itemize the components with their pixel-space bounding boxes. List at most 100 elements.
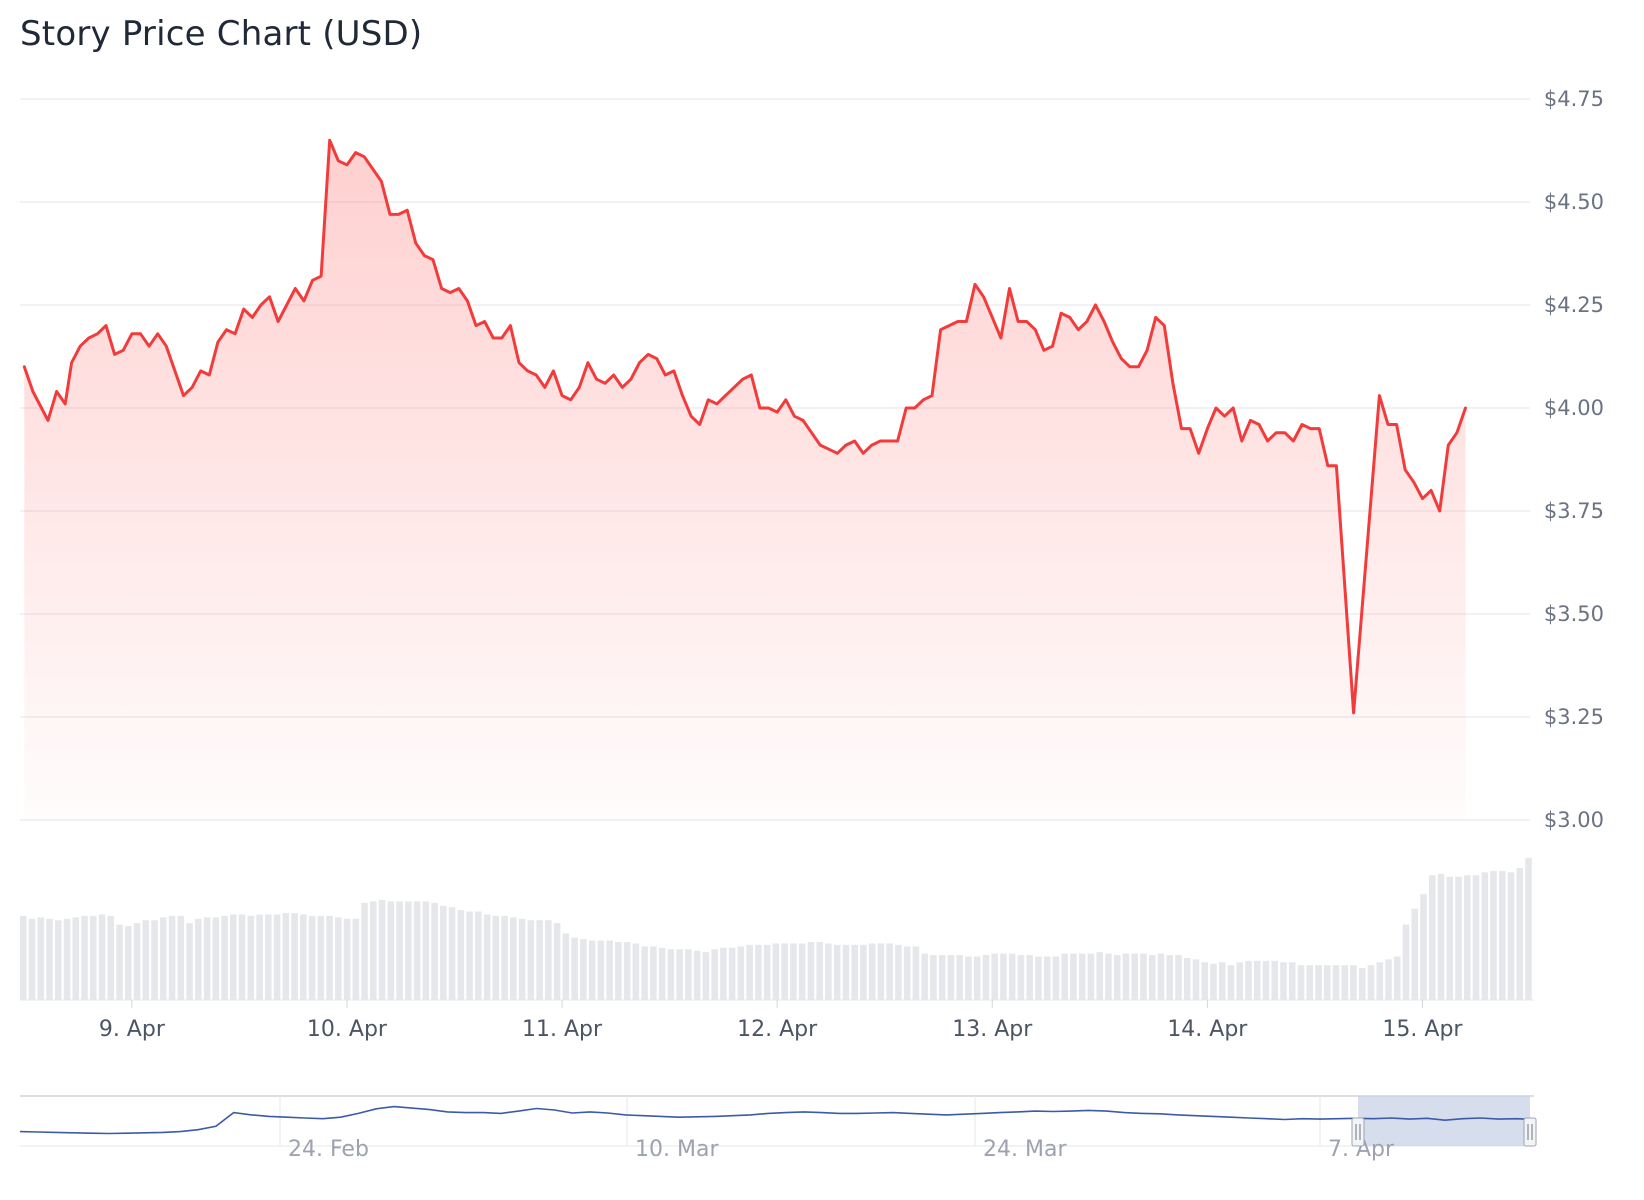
volume-bar: [1490, 870, 1497, 1000]
y-tick-label: $4.50: [1544, 190, 1604, 214]
volume-bar: [658, 947, 666, 1000]
volume-bar: [72, 917, 80, 1000]
navigator-trend-line: [19, 1105, 1535, 1135]
volume-bar: [125, 926, 132, 1000]
navigator-right-handle[interactable]: [1523, 1117, 1537, 1147]
volume-bar: [1017, 955, 1025, 1000]
volume-bar: [737, 946, 745, 1000]
volume-bar: [938, 955, 946, 1000]
volume-bar: [1122, 953, 1130, 1000]
volume-bar: [492, 915, 500, 1000]
volume-bar: [545, 920, 552, 1000]
volume-bar: [1288, 962, 1296, 1000]
volume-bar: [133, 923, 141, 1000]
volume-bar: [1481, 872, 1489, 1000]
volume-bar: [98, 914, 106, 1000]
y-tick-label: $3.00: [1544, 808, 1604, 832]
volume-bar: [571, 937, 578, 1000]
volume-bar: [580, 939, 587, 1000]
handle-body[interactable]: [1351, 1117, 1365, 1147]
volume-bar: [685, 949, 692, 1000]
chart-title: Story Price Chart (USD): [20, 14, 423, 54]
volume-bar: [221, 915, 228, 1000]
volume-bar: [1411, 908, 1419, 1000]
handle-body[interactable]: [1523, 1117, 1537, 1147]
volume-bar: [1140, 953, 1147, 1000]
volume-bar: [440, 905, 447, 1000]
volume-bar: [711, 949, 718, 1000]
volume-bar: [413, 901, 421, 1000]
volume-bar: [1402, 924, 1410, 1000]
volume-bar: [1052, 956, 1060, 1000]
volume-bar: [615, 942, 622, 1000]
volume-bar: [982, 955, 990, 1000]
volume-bar: [142, 920, 150, 1000]
volume-bar: [1236, 962, 1244, 1000]
volume-bar: [1297, 965, 1305, 1000]
volume-bar: [1455, 876, 1462, 1000]
volume-bar: [746, 944, 753, 1000]
volume-bar: [693, 950, 701, 1000]
volume-bar: [676, 949, 683, 1000]
volume-bar: [1420, 894, 1427, 1000]
volume-bar: [28, 918, 36, 1000]
volume-bar: [956, 955, 963, 1000]
volume-bar: [20, 915, 27, 1000]
volume-bar: [1192, 959, 1200, 1000]
volume-bar: [720, 947, 727, 1000]
volume-bar: [1323, 965, 1331, 1000]
volume-bar: [1341, 965, 1349, 1000]
volume-bar: [326, 915, 333, 1000]
volume-bar: [781, 943, 788, 1000]
volume-bar: [308, 915, 316, 1000]
volume-bar: [448, 907, 456, 1000]
volume-bar: [247, 915, 255, 1000]
volume-bar: [265, 914, 272, 1000]
x-tick-label: 14. Apr: [1167, 1017, 1248, 1042]
navigator[interactable]: 24. Feb 10. Mar 24. Mar 7. Apr: [19, 1095, 1537, 1162]
volume-bar: [702, 952, 710, 1000]
navigator-tick-label: 10. Mar: [635, 1137, 719, 1162]
volume-bar: [107, 915, 115, 1000]
y-tick-label: $3.50: [1544, 602, 1604, 626]
x-tick-label: 10. Apr: [307, 1017, 388, 1042]
volume-bar: [483, 914, 491, 1000]
volume-bar: [81, 915, 88, 1000]
volume-bar: [833, 944, 841, 1000]
volume-bar: [1166, 955, 1173, 1000]
navigator-tick-label: 24. Feb: [288, 1137, 369, 1162]
volume-bar: [361, 902, 368, 1000]
volume-bar: [1175, 955, 1182, 1000]
volume-bar: [1087, 953, 1095, 1000]
volume-bar: [1306, 965, 1314, 1000]
volume-bar: [1437, 873, 1445, 1000]
volume-bar: [1376, 962, 1384, 1000]
volume-bar: [282, 913, 290, 1000]
volume-bar: [632, 943, 640, 1000]
x-tick-label: 9. Apr: [99, 1017, 166, 1042]
volume-bar: [868, 943, 876, 1000]
volume-bar: [1332, 965, 1340, 1000]
volume-bar: [1218, 962, 1226, 1000]
volume-bar: [1358, 968, 1366, 1000]
volume-bar: [168, 915, 176, 1000]
price-area-fill: [24, 140, 1466, 820]
volume-bar: [256, 914, 263, 1000]
volume-bar: [886, 943, 893, 1000]
price-line[interactable]: [22, 138, 1467, 715]
volume-bar: [1446, 876, 1454, 1000]
volume-bar: [755, 944, 762, 1000]
volume-bar: [1201, 962, 1208, 1000]
volume-bar: [1157, 953, 1165, 1000]
volume-bar: [1043, 956, 1051, 1000]
volume-bar: [203, 917, 211, 1000]
navigator-left-handle[interactable]: [1351, 1117, 1365, 1147]
volume-bar: [1008, 953, 1016, 1000]
volume-bar: [1070, 953, 1077, 1000]
volume-bar: [991, 953, 998, 1000]
volume-bar: [378, 899, 386, 1000]
volume-bar: [1472, 875, 1480, 1000]
navigator-selection[interactable]: [1358, 1096, 1530, 1146]
volume-bar: [921, 953, 928, 1000]
